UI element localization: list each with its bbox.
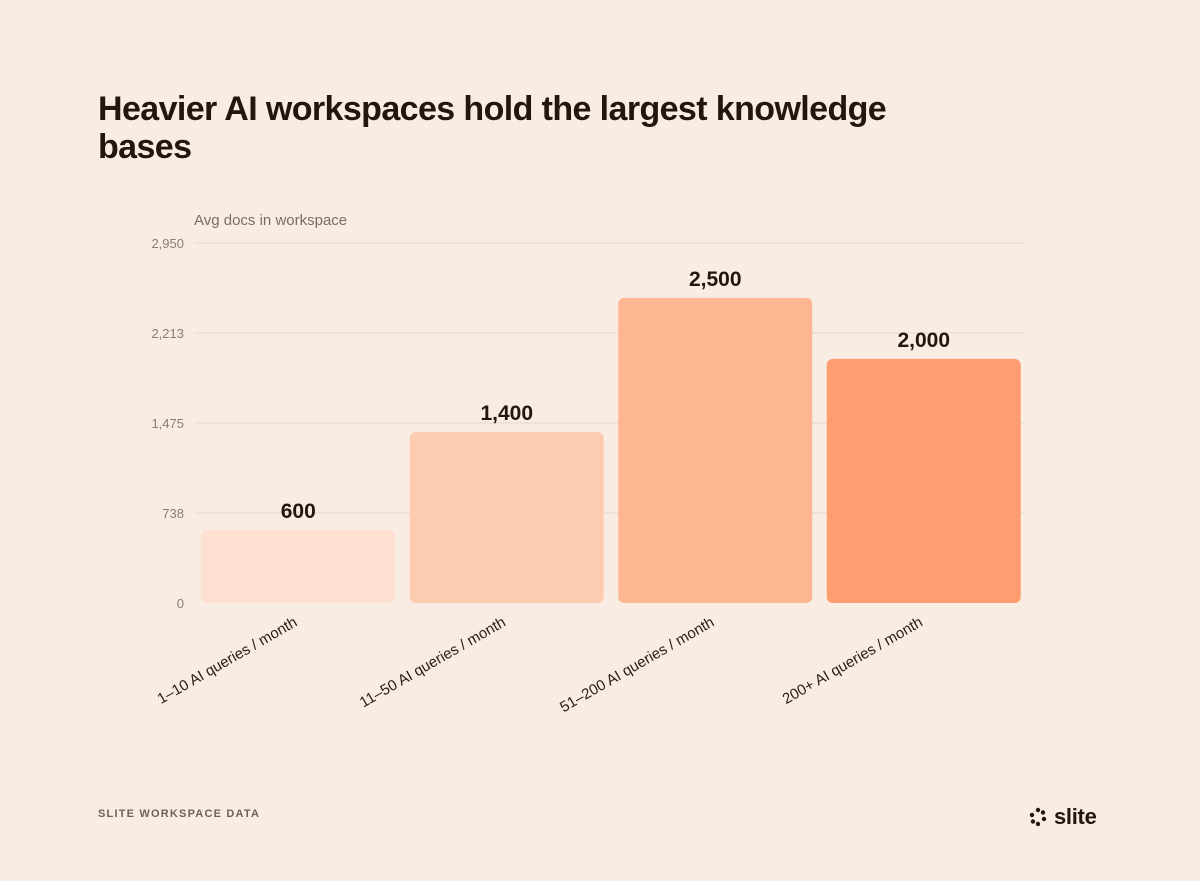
bar-chart: Avg docs in workspace 0 738 1,475 2,213 2,95… — [151, 212, 1024, 716]
bar — [201, 529, 396, 603]
x-tick-labels: 1–10 AI queries / month 11–50 AI queries … — [155, 614, 926, 716]
brand-logo[interactable]: slite — [1028, 803, 1097, 831]
bar-value-label: 600 — [281, 500, 316, 523]
slite-logo-icon — [1029, 807, 1047, 827]
bar — [618, 297, 813, 603]
y-tick-label: 2,950 — [151, 236, 184, 251]
y-axis-label: Avg docs in workspace — [194, 212, 347, 229]
x-tick-label: 1–10 AI queries / month — [155, 614, 301, 708]
data-source-note: SLITE WORKSPACE DATA — [98, 808, 261, 820]
bar-value-label: 1,400 — [480, 402, 533, 425]
bar-value-label: 2,500 — [689, 268, 742, 291]
bar — [409, 432, 604, 603]
y-tick-label: 2,213 — [151, 326, 184, 341]
brand-name: slite — [1054, 804, 1097, 829]
y-tick-labels: 0 738 1,475 2,213 2,950 — [151, 236, 184, 611]
chart-title: Heavier AI workspaces hold the largest k… — [98, 90, 887, 166]
y-tick-label: 738 — [162, 506, 184, 521]
x-tick-label: 11–50 AI queries / month — [357, 614, 509, 712]
x-tick-label: 200+ AI queries / month — [780, 614, 926, 708]
bar — [826, 358, 1021, 603]
bars — [201, 297, 1021, 603]
value-labels: 600 1,400 2,500 2,000 — [281, 268, 950, 523]
x-tick-label: 51–200 AI queries / month — [557, 614, 717, 716]
bar-value-label: 2,000 — [897, 329, 950, 352]
y-tick-label: 1,475 — [151, 416, 184, 431]
y-tick-label: 0 — [177, 596, 184, 611]
